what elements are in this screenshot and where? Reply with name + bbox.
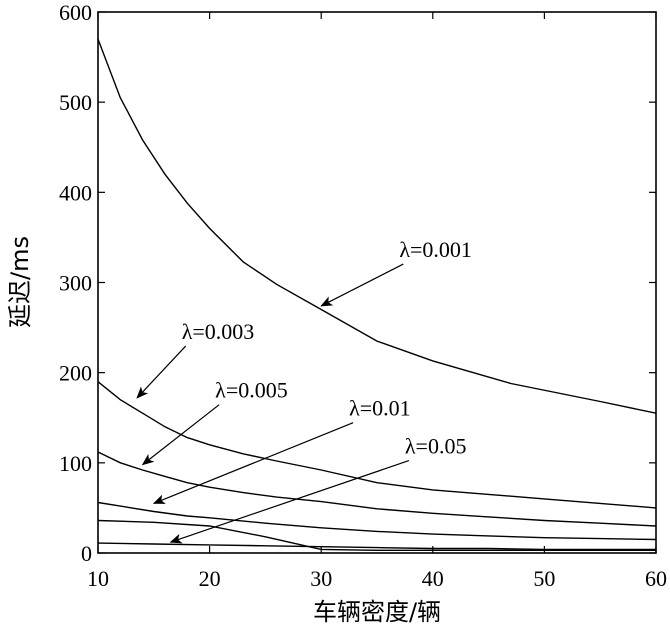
y-axis-label: 延迟/ms bbox=[6, 236, 34, 328]
annotation-arrow-4 bbox=[169, 460, 410, 544]
x-tick-label: 50 bbox=[533, 566, 555, 591]
annotation-arrow-2 bbox=[141, 404, 220, 466]
x-tick-label: 20 bbox=[199, 566, 221, 591]
annotation-label-1: λ=0.003 bbox=[182, 319, 255, 344]
y-tick-label: 100 bbox=[59, 451, 92, 476]
x-axis-label: 车辆密度/辆 bbox=[313, 598, 441, 626]
annotation-label-4: λ=0.05 bbox=[405, 434, 467, 459]
series-line-2 bbox=[97, 451, 657, 527]
y-tick-label: 500 bbox=[59, 90, 92, 115]
y-tick-label: 600 bbox=[59, 0, 92, 25]
y-tick-label: 0 bbox=[81, 541, 92, 566]
series-line-3 bbox=[97, 501, 657, 541]
x-tick-label: 60 bbox=[645, 566, 667, 591]
x-tick-label: 40 bbox=[422, 566, 444, 591]
annotation-arrow-3 bbox=[152, 422, 354, 504]
annotation-label-0: λ=0.001 bbox=[399, 237, 472, 262]
y-tick-label: 300 bbox=[59, 271, 92, 296]
plot-frame bbox=[97, 11, 657, 554]
annotation-arrow-0 bbox=[320, 263, 404, 307]
x-tick-label: 10 bbox=[87, 566, 109, 591]
y-tick-label: 400 bbox=[59, 180, 92, 205]
y-tick-label: 200 bbox=[59, 361, 92, 386]
annotation-label-2: λ=0.005 bbox=[215, 378, 288, 403]
series-line-4 bbox=[97, 519, 656, 551]
x-tick-label: 30 bbox=[310, 566, 332, 591]
series-line-5 bbox=[97, 542, 656, 551]
series-line-0 bbox=[97, 38, 657, 414]
annotation-arrow-1 bbox=[136, 345, 187, 399]
annotation-label-3: λ=0.01 bbox=[349, 396, 411, 421]
series-line-1 bbox=[97, 381, 657, 509]
